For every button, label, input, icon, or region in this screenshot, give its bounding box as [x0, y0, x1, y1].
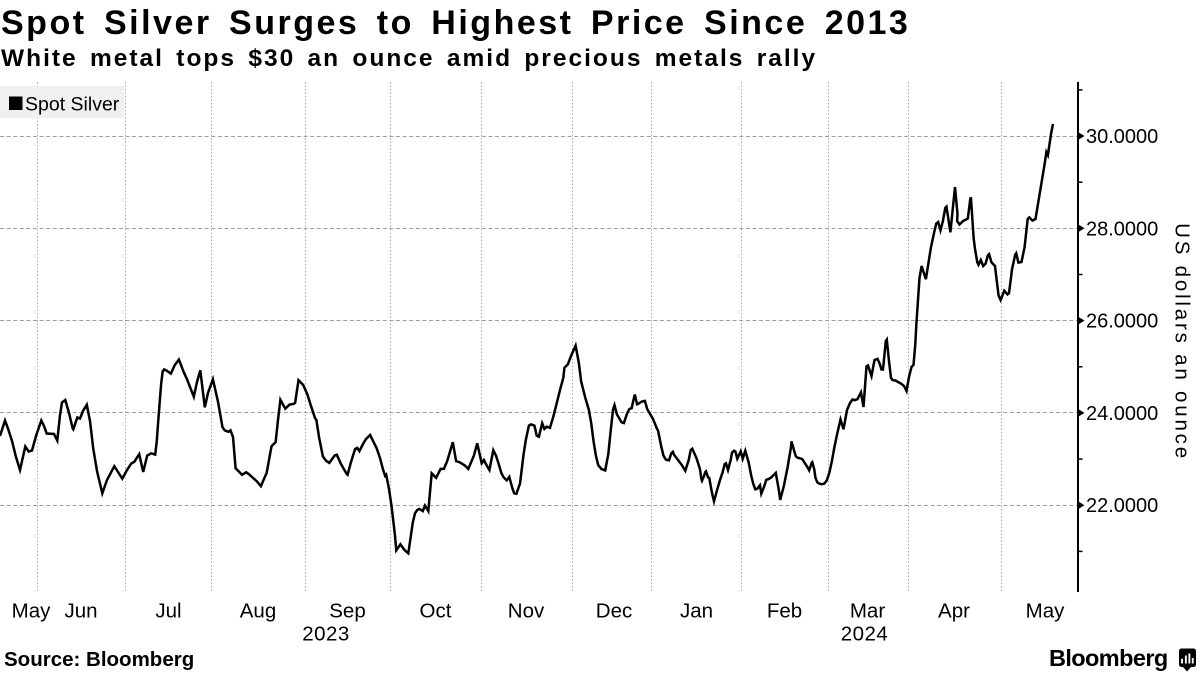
svg-text:30.0000: 30.0000	[1086, 126, 1158, 148]
svg-text:May: May	[1026, 600, 1065, 623]
svg-text:Jun: Jun	[64, 600, 97, 623]
svg-text:Dec: Dec	[596, 600, 632, 623]
svg-text:Bloomberg: Bloomberg	[1049, 645, 1168, 671]
svg-text:28.0000: 28.0000	[1086, 218, 1158, 240]
svg-text:26.0000: 26.0000	[1086, 311, 1158, 333]
svg-text:Mar: Mar	[850, 600, 885, 623]
svg-text:Oct: Oct	[420, 600, 452, 623]
svg-text:May: May	[12, 600, 51, 623]
svg-text:Spot Silver Surges to Highest: Spot Silver Surges to Highest Price Sinc…	[1, 4, 910, 42]
svg-text:22.0000: 22.0000	[1086, 495, 1158, 517]
svg-text:Sep: Sep	[329, 600, 365, 623]
svg-text:Jul: Jul	[155, 600, 181, 623]
svg-text:Source: Bloomberg: Source: Bloomberg	[4, 648, 194, 671]
svg-text:Nov: Nov	[508, 600, 545, 623]
svg-text:2024: 2024	[841, 623, 889, 646]
svg-text:Apr: Apr	[938, 600, 970, 623]
svg-text:Spot Silver: Spot Silver	[25, 94, 120, 116]
svg-text:24.0000: 24.0000	[1086, 403, 1158, 425]
svg-text:Aug: Aug	[240, 600, 276, 623]
svg-text:White metal tops $30 an ounce: White metal tops $30 an ounce amid preci…	[1, 45, 817, 72]
svg-text:US dollars an ounce: US dollars an ounce	[1171, 223, 1194, 461]
svg-text:2023: 2023	[302, 623, 350, 646]
svg-text:Feb: Feb	[767, 600, 802, 623]
svg-text:Jan: Jan	[680, 600, 713, 623]
